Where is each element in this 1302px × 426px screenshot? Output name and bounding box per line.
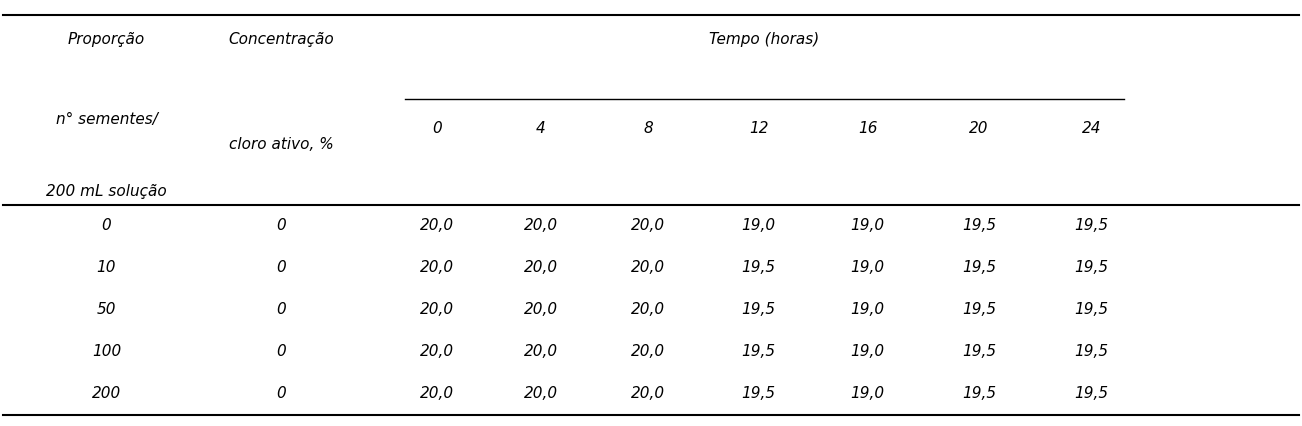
Text: 19,0: 19,0	[850, 386, 884, 401]
Text: 19,5: 19,5	[1074, 302, 1109, 317]
Text: 20,0: 20,0	[631, 344, 665, 359]
Text: 20: 20	[969, 121, 988, 135]
Text: 19,5: 19,5	[742, 344, 776, 359]
Text: 19,5: 19,5	[962, 386, 996, 401]
Text: 19,5: 19,5	[742, 260, 776, 275]
Text: 20,0: 20,0	[631, 302, 665, 317]
Text: Concentração: Concentração	[229, 32, 335, 47]
Text: 19,5: 19,5	[1074, 344, 1109, 359]
Text: 19,5: 19,5	[742, 302, 776, 317]
Text: 19,5: 19,5	[1074, 386, 1109, 401]
Text: cloro ativo, %: cloro ativo, %	[229, 137, 333, 153]
Text: 24: 24	[1082, 121, 1101, 135]
Text: 200: 200	[92, 386, 121, 401]
Text: 200 mL solução: 200 mL solução	[46, 184, 167, 199]
Text: 19,0: 19,0	[850, 344, 884, 359]
Text: 19,0: 19,0	[850, 218, 884, 233]
Text: Proporção: Proporção	[68, 32, 145, 47]
Text: 20,0: 20,0	[523, 386, 557, 401]
Text: 20,0: 20,0	[631, 386, 665, 401]
Text: 12: 12	[749, 121, 768, 135]
Text: 8: 8	[643, 121, 654, 135]
Text: 19,5: 19,5	[962, 302, 996, 317]
Text: 20,0: 20,0	[421, 218, 454, 233]
Text: 20,0: 20,0	[523, 260, 557, 275]
Text: 19,5: 19,5	[1074, 260, 1109, 275]
Text: 20,0: 20,0	[631, 218, 665, 233]
Text: Tempo (horas): Tempo (horas)	[710, 32, 819, 47]
Text: 100: 100	[92, 344, 121, 359]
Text: 0: 0	[102, 218, 112, 233]
Text: 0: 0	[432, 121, 441, 135]
Text: 0: 0	[276, 344, 286, 359]
Text: n° sementes/: n° sementes/	[56, 112, 158, 127]
Text: 19,0: 19,0	[742, 218, 776, 233]
Text: 0: 0	[276, 260, 286, 275]
Text: 10: 10	[96, 260, 116, 275]
Text: 20,0: 20,0	[523, 218, 557, 233]
Text: 20,0: 20,0	[523, 302, 557, 317]
Text: 20,0: 20,0	[421, 260, 454, 275]
Text: 0: 0	[276, 386, 286, 401]
Text: 0: 0	[276, 218, 286, 233]
Text: 20,0: 20,0	[421, 302, 454, 317]
Text: 20,0: 20,0	[421, 386, 454, 401]
Text: 19,5: 19,5	[962, 260, 996, 275]
Text: 50: 50	[96, 302, 116, 317]
Text: 19,5: 19,5	[962, 344, 996, 359]
Text: 20,0: 20,0	[523, 344, 557, 359]
Text: 0: 0	[276, 302, 286, 317]
Text: 19,5: 19,5	[1074, 218, 1109, 233]
Text: 19,0: 19,0	[850, 260, 884, 275]
Text: 19,0: 19,0	[850, 302, 884, 317]
Text: 19,5: 19,5	[962, 218, 996, 233]
Text: 20,0: 20,0	[631, 260, 665, 275]
Text: 20,0: 20,0	[421, 344, 454, 359]
Text: 16: 16	[858, 121, 878, 135]
Text: 4: 4	[536, 121, 546, 135]
Text: 19,5: 19,5	[742, 386, 776, 401]
